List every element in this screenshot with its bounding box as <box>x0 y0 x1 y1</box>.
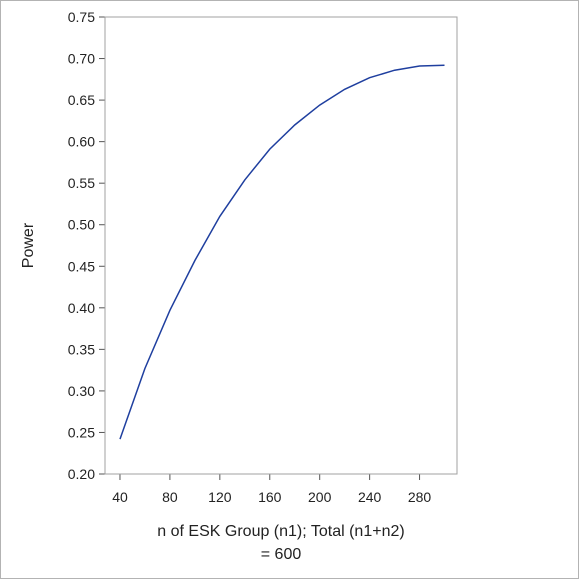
y-tick-label: 0.35 <box>68 341 95 357</box>
y-tick-label: 0.60 <box>68 134 95 150</box>
y-tick-label: 0.20 <box>68 466 95 482</box>
x-axis-title-line-1: n of ESK Group (n1); Total (n1+n2) <box>157 523 404 540</box>
y-tick-label: 0.30 <box>68 383 95 399</box>
x-tick-label: 160 <box>258 489 282 505</box>
y-tick-label: 0.45 <box>68 258 95 274</box>
x-tick-label: 200 <box>308 489 332 505</box>
y-tick-label: 0.25 <box>68 424 95 440</box>
x-axis-title-line-2: = 600 <box>261 546 302 563</box>
x-tick-label: 280 <box>408 489 432 505</box>
y-tick-label: 0.50 <box>68 217 95 233</box>
x-tick-label: 240 <box>358 489 382 505</box>
x-tick-label: 40 <box>112 489 128 505</box>
y-tick-label: 0.40 <box>68 300 95 316</box>
y-axis-ticks: 0.20 0.25 0.30 0.35 0.40 0.45 0.50 0.55 0.60 0.65… <box>68 9 105 482</box>
y-axis-title: Power <box>20 222 37 268</box>
power-series-line <box>119 64 445 440</box>
y-tick-label: 0.55 <box>68 175 95 191</box>
x-tick-label: 120 <box>208 489 232 505</box>
y-tick-label: 0.65 <box>68 92 95 108</box>
x-axis-ticks: 40 80 120 160 200 240 280 <box>112 474 431 505</box>
y-tick-label: 0.75 <box>68 9 95 25</box>
y-tick-label: 0.70 <box>68 51 95 67</box>
plot-area-frame <box>104 16 458 475</box>
x-tick-label: 80 <box>162 489 178 505</box>
